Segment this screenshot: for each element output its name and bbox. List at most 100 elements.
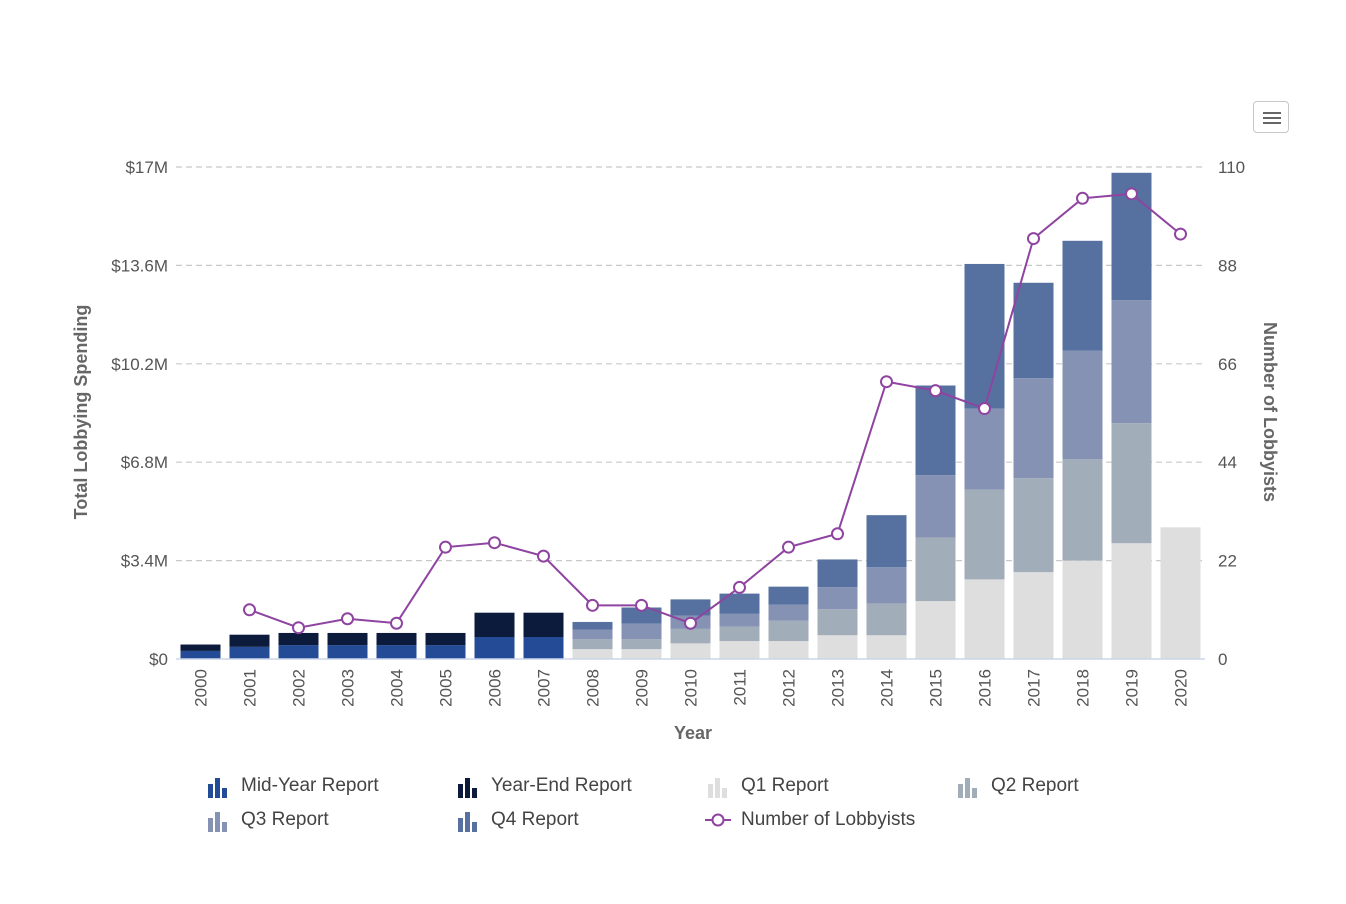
lobbyists-point[interactable] bbox=[341, 612, 354, 626]
bar-segment[interactable] bbox=[523, 637, 564, 659]
lobbyists-point[interactable] bbox=[1027, 232, 1040, 246]
bar-segment[interactable] bbox=[1062, 240, 1103, 351]
bar-segment[interactable] bbox=[621, 607, 662, 624]
lobbyists-point[interactable] bbox=[880, 375, 893, 389]
lobbyists-point[interactable] bbox=[243, 603, 256, 617]
bar-segment[interactable] bbox=[1013, 478, 1054, 573]
legend-bar-icon bbox=[208, 812, 227, 832]
lobbyists-point[interactable] bbox=[733, 580, 746, 594]
legend-item[interactable]: Mid-Year Report bbox=[205, 774, 379, 798]
legend-item[interactable]: Q1 Report bbox=[705, 774, 829, 798]
bar-segment[interactable] bbox=[572, 649, 613, 659]
bar-segment[interactable] bbox=[180, 650, 221, 659]
legend-item[interactable]: Q4 Report bbox=[455, 808, 579, 832]
bar-segment[interactable] bbox=[915, 475, 956, 538]
bar-segment[interactable] bbox=[327, 645, 368, 659]
bar-segment[interactable] bbox=[866, 603, 907, 636]
legend-bar-icon bbox=[208, 778, 227, 798]
bar-segment[interactable] bbox=[866, 567, 907, 604]
bar-segment[interactable] bbox=[817, 609, 858, 636]
x-tick-label: 2012 bbox=[780, 669, 799, 707]
bar-segment[interactable] bbox=[1111, 300, 1152, 424]
legend-item[interactable]: Q2 Report bbox=[955, 774, 1079, 798]
bar-segment[interactable] bbox=[817, 635, 858, 659]
bar-segment[interactable] bbox=[474, 637, 515, 659]
legend-item[interactable]: Q3 Report bbox=[205, 808, 329, 832]
bar-segment[interactable] bbox=[180, 644, 221, 651]
bar-segment[interactable] bbox=[621, 623, 662, 640]
bar-segment[interactable] bbox=[964, 579, 1005, 659]
bar-segment[interactable] bbox=[278, 632, 319, 646]
lobbyists-point[interactable] bbox=[635, 598, 648, 612]
bar-segment[interactable] bbox=[719, 613, 760, 627]
bar-segment[interactable] bbox=[670, 599, 711, 616]
bar-segment[interactable] bbox=[1013, 282, 1054, 379]
lobbyists-point[interactable] bbox=[292, 621, 305, 635]
bar-segment[interactable] bbox=[866, 515, 907, 568]
legend-line-icon bbox=[705, 813, 731, 827]
bar-segment[interactable] bbox=[670, 628, 711, 644]
bar-segment[interactable] bbox=[964, 263, 1005, 409]
lobbyists-point[interactable] bbox=[586, 598, 599, 612]
bar-segment[interactable] bbox=[229, 634, 270, 647]
lobbyists-point[interactable] bbox=[1174, 227, 1187, 241]
bar-segment[interactable] bbox=[523, 612, 564, 638]
bar-segment[interactable] bbox=[719, 593, 760, 614]
bar-segment[interactable] bbox=[768, 620, 809, 642]
bar-segment[interactable] bbox=[1062, 350, 1103, 460]
lobbyists-point[interactable] bbox=[684, 616, 697, 630]
bar-segment[interactable] bbox=[1062, 459, 1103, 561]
lobbyists-point[interactable] bbox=[1076, 191, 1089, 205]
bar-segment[interactable] bbox=[1160, 527, 1201, 659]
bar-segment[interactable] bbox=[1013, 572, 1054, 659]
bar-segment[interactable] bbox=[915, 601, 956, 659]
bar-segment[interactable] bbox=[1111, 543, 1152, 659]
legend-item[interactable]: Year-End Report bbox=[455, 774, 632, 798]
legend-label: Q2 Report bbox=[991, 775, 1079, 796]
lobbyists-point[interactable] bbox=[390, 616, 403, 630]
bar-segment[interactable] bbox=[621, 649, 662, 659]
bar-segment[interactable] bbox=[915, 385, 956, 476]
legend-label: Year-End Report bbox=[491, 775, 632, 796]
bar-segment[interactable] bbox=[327, 632, 368, 646]
lobbyists-point[interactable] bbox=[782, 540, 795, 554]
lobbyists-point[interactable] bbox=[537, 549, 550, 563]
legend-item[interactable]: Number of Lobbyists bbox=[705, 808, 915, 832]
lobbyists-point[interactable] bbox=[439, 540, 452, 554]
bar-segment[interactable] bbox=[964, 489, 1005, 580]
bar-segment[interactable] bbox=[670, 643, 711, 659]
lobbyists-point[interactable] bbox=[488, 536, 501, 550]
bar-segment[interactable] bbox=[1062, 560, 1103, 659]
bar-segment[interactable] bbox=[425, 632, 466, 646]
bar-segment[interactable] bbox=[1013, 378, 1054, 479]
bar-segment[interactable] bbox=[572, 621, 613, 630]
x-tick-label: 2014 bbox=[878, 669, 897, 707]
bar-segment[interactable] bbox=[229, 646, 270, 659]
bar-segment[interactable] bbox=[817, 559, 858, 588]
bar-segment[interactable] bbox=[719, 641, 760, 659]
bar-segment[interactable] bbox=[376, 645, 417, 659]
y-tick-label: $6.8M bbox=[121, 453, 168, 472]
bar-segment[interactable] bbox=[964, 408, 1005, 490]
bar-segment[interactable] bbox=[425, 645, 466, 659]
bar-segment[interactable] bbox=[915, 537, 956, 602]
hamburger-menu-icon[interactable] bbox=[1253, 101, 1289, 133]
bar-segment[interactable] bbox=[768, 586, 809, 605]
bar-segment[interactable] bbox=[1111, 423, 1152, 544]
lobbyists-point[interactable] bbox=[831, 527, 844, 541]
bar-segment[interactable] bbox=[376, 632, 417, 646]
bar-segment[interactable] bbox=[474, 612, 515, 638]
bar-segment[interactable] bbox=[719, 626, 760, 642]
lobbyists-point[interactable] bbox=[929, 384, 942, 398]
bar-segment[interactable] bbox=[621, 639, 662, 650]
bar-segment[interactable] bbox=[768, 641, 809, 659]
bar-segment[interactable] bbox=[866, 635, 907, 659]
bar-segment[interactable] bbox=[768, 604, 809, 621]
lobbyists-point[interactable] bbox=[1125, 187, 1138, 201]
bar-segment[interactable] bbox=[572, 639, 613, 650]
bar-segment[interactable] bbox=[817, 587, 858, 610]
lobbyists-point[interactable] bbox=[978, 402, 991, 416]
bar-segment[interactable] bbox=[572, 629, 613, 640]
bar-segment[interactable] bbox=[278, 645, 319, 659]
lobbyists-line-path bbox=[249, 192, 1182, 629]
